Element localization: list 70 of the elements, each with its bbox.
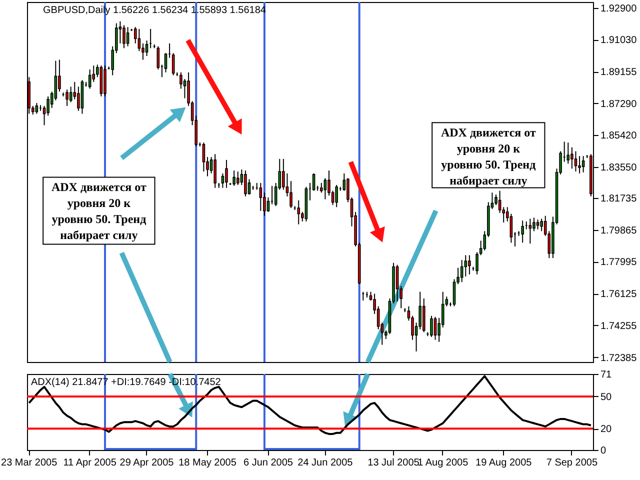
candlestick xyxy=(468,254,471,275)
y-tick-label: 1.77995 xyxy=(600,257,638,268)
candlestick xyxy=(290,180,292,208)
y-tick-label: 1.83550 xyxy=(600,162,638,174)
candlestick xyxy=(434,316,437,340)
candlestick xyxy=(122,24,126,49)
candlestick xyxy=(69,86,72,103)
candlestick xyxy=(528,218,532,244)
candlestick xyxy=(297,200,300,225)
y-tick-label: 1.92900 xyxy=(600,3,638,14)
candlestick xyxy=(532,217,536,232)
x-tick-label: 13 Jul 2005 xyxy=(368,458,420,468)
y-tick-label: 1.72385 xyxy=(600,352,638,364)
candlestick xyxy=(536,219,540,230)
x-tick-label: 7 Sep 2005 xyxy=(546,458,598,468)
y-tick-label: 1.85420 xyxy=(600,130,638,142)
x-tick-label: 11 Apr 2005 xyxy=(63,458,117,468)
y-tick-label: 1.89155 xyxy=(600,67,638,78)
candlestick xyxy=(259,182,262,212)
x-tick-label: 18 May 2005 xyxy=(178,458,237,468)
candlestick xyxy=(225,159,228,188)
x-tick-label: 24 Jun 2005 xyxy=(298,458,354,468)
candlestick xyxy=(430,315,433,338)
y-tick-label: 0 xyxy=(600,446,606,456)
candlestick xyxy=(156,46,160,70)
x-tick-label: 19 Aug 2005 xyxy=(476,458,532,468)
candlestick xyxy=(214,154,216,188)
candlestick xyxy=(126,26,130,47)
candlestick xyxy=(138,28,141,52)
x-tick-label: 23 Mar 2005 xyxy=(1,458,58,468)
y-tick-label: 1.91030 xyxy=(600,35,638,46)
candlestick xyxy=(266,196,270,212)
candlestick xyxy=(578,156,581,174)
x-tick-label: 1 Aug 2005 xyxy=(418,458,469,468)
y-tick-label: 50 xyxy=(600,392,612,403)
annotation: ADX движется от уровня 20 к уровню 50. Тренд набирает силу xyxy=(51,180,146,242)
candlestick xyxy=(244,170,247,197)
candlestick xyxy=(582,156,585,173)
candlestick xyxy=(570,146,574,170)
y-tick-label: 20 xyxy=(600,424,612,436)
x-tick-label: 29 Apr 2005 xyxy=(120,458,174,468)
candlestick xyxy=(312,172,316,192)
candlestick xyxy=(35,102,38,114)
candlestick xyxy=(498,190,502,214)
y-tick-label: 1.87290 xyxy=(600,98,638,110)
candlestick xyxy=(335,184,338,208)
candlestick xyxy=(396,264,399,302)
candlestick xyxy=(510,213,513,244)
candlestick xyxy=(164,52,168,73)
y-tick-label: 1.74255 xyxy=(600,320,638,332)
candlestick xyxy=(566,142,570,164)
candlestick xyxy=(88,68,92,90)
candlestick xyxy=(236,171,240,186)
candlestick xyxy=(574,150,578,172)
y-tick-label: 71 xyxy=(600,370,612,380)
candlestick xyxy=(476,252,478,275)
candlestick xyxy=(521,220,524,244)
y-tick-label: 1.79865 xyxy=(600,225,638,236)
candlestick xyxy=(66,89,68,106)
annotation: ADX движется от уровня 20 к уровню 50. Тренд набирает силу xyxy=(440,126,536,188)
candlestick xyxy=(202,142,206,172)
candlestick xyxy=(172,52,175,76)
candlestick xyxy=(540,218,543,232)
candlestick xyxy=(54,60,58,101)
candlestick xyxy=(232,170,236,186)
y-tick-label: 1.76125 xyxy=(600,289,638,300)
x-tick-label: 6 Jun 2005 xyxy=(243,458,294,468)
candlestick xyxy=(145,40,148,57)
y-tick-label: 1.81735 xyxy=(600,194,638,205)
candlestick xyxy=(452,278,456,307)
